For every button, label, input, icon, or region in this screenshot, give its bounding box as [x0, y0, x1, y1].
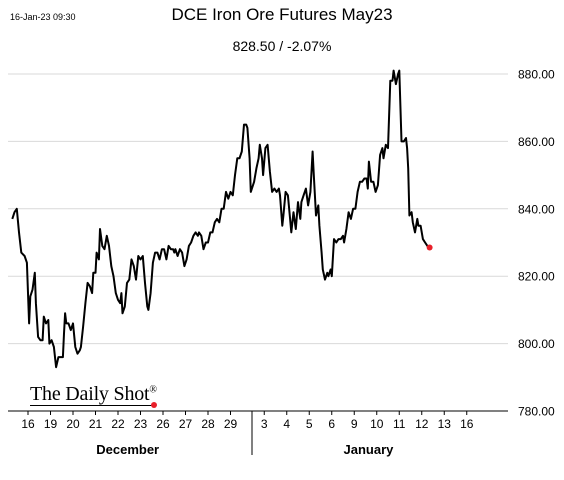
- timestamp: 16-Jan-23 09:30: [10, 12, 76, 22]
- daily-shot-logo: The Daily Shot®: [30, 383, 157, 406]
- x-tick-label: 4: [283, 417, 290, 431]
- x-tick-label: 22: [111, 417, 125, 431]
- x-tick-label: 29: [224, 417, 238, 431]
- y-tick-label: 780.00: [518, 405, 555, 419]
- x-tick-label: 16: [460, 417, 474, 431]
- x-tick-label: 26: [156, 417, 170, 431]
- logo-text: The Daily Shot: [30, 383, 150, 405]
- x-tick-label: 28: [201, 417, 215, 431]
- x-tick-label: 16: [21, 417, 35, 431]
- x-tick-label: 3: [261, 417, 268, 431]
- y-tick-label: 820.00: [518, 270, 555, 284]
- x-tick-label: 10: [370, 417, 384, 431]
- x-tick-label: 5: [306, 417, 313, 431]
- chart-subtitle: 828.50 / -2.07%: [232, 38, 332, 54]
- x-tick-label: 19: [44, 417, 58, 431]
- x-tick-label: 11: [393, 417, 406, 431]
- x-tick-label: 23: [134, 417, 148, 431]
- series-line: [11, 69, 431, 369]
- month-label-december: December: [96, 442, 160, 457]
- y-tick-label: 800.00: [518, 337, 555, 351]
- y-tick-label: 880.00: [518, 68, 555, 82]
- x-tick-label: 20: [66, 417, 80, 431]
- logo-registered-mark: ®: [149, 384, 157, 396]
- logo-underline: [30, 405, 154, 406]
- x-tick-label: 9: [351, 417, 358, 431]
- last-value-marker: [426, 244, 433, 251]
- x-tick-label: 12: [415, 417, 429, 431]
- month-label-january: January: [343, 442, 394, 457]
- x-tick-label: 6: [328, 417, 335, 431]
- x-tick-label: 21: [89, 417, 103, 431]
- y-tick-label: 860.00: [518, 135, 555, 149]
- chart-title: DCE Iron Ore Futures May23: [171, 5, 393, 24]
- x-tick-label: 27: [179, 417, 193, 431]
- logo-dot: [151, 402, 157, 408]
- x-tick-label: 13: [438, 417, 452, 431]
- y-tick-label: 840.00: [518, 202, 555, 216]
